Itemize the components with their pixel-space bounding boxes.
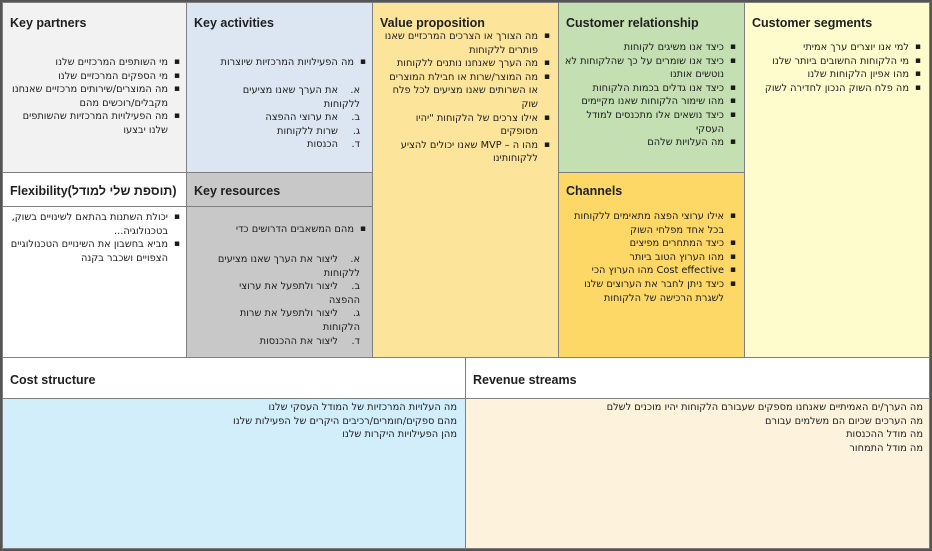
customer-segments-item: מי הלקוחות החשובים ביותר שלנו — [749, 55, 921, 69]
flexibility-title: Flexibility(תוספת שלי למודל) — [10, 184, 177, 198]
key-activities-item: ב. את ערוצי ההפצה — [210, 111, 360, 125]
value-proposition-item: מהו ה – MVP שאנו יכולים להציע ללקוחותינו — [378, 139, 550, 166]
revenue-streams-body: מה הערך/ים האמיתיים שאנחנו מספקים שעבורם… — [466, 398, 929, 548]
cost-structure-title: Cost structure — [10, 373, 96, 387]
flexibility-item: יכולת השתנות בהתאם לשינויים בשוק, בטכנול… — [8, 211, 180, 238]
key-resources-divider — [187, 206, 372, 207]
value-proposition-block: Value proposition מה הצורך או הצרכים המר… — [372, 2, 559, 358]
list-marker: א. — [350, 85, 360, 96]
channels-title: Channels — [566, 184, 623, 198]
list-text: את ערוצי ההפצה — [265, 112, 338, 124]
value-proposition-list: מה הצורך או הצרכים המרכזיים שאנו פותרים … — [378, 30, 550, 166]
customer-relationship-list: כיצד אנו משיגים לקוחותכיצד אנו שומרים על… — [564, 41, 736, 150]
customer-segments-item: למי אנו יוצרים ערך אמיתי — [749, 41, 921, 55]
list-marker: ג. — [352, 125, 360, 137]
cost-structure-line: מה העלויות המרכזיות של המודל העסקי שלנו — [268, 402, 457, 413]
key-activities-block: Key activities מה הפעילויות המרכזיות שיו… — [186, 2, 373, 173]
list-text: ליצור ולתפעל את שרות הלקוחות — [239, 308, 360, 333]
key-resources-item: א.ליצור את הערך שאנו מציעים ללקוחות — [210, 253, 360, 280]
revenue-streams-title: Revenue streams — [473, 373, 577, 387]
list-text: ליצור ולתפעל את ערוצי ההפצה — [239, 281, 360, 306]
list-marker: א. — [350, 254, 360, 265]
customer-segments-item: מה פלח השוק הנכון לחדירה לשוק — [749, 82, 921, 96]
key-resources-block: Key resources מהם המשאבים הדרושים כדי א.… — [186, 172, 373, 358]
revenue-streams-list: מה הערך/ים האמיתיים שאנחנו מספקים שעבורם… — [473, 401, 923, 455]
channels-item: Cost effective מהו הערוץ הכי — [564, 264, 736, 278]
revenue-streams-line: מה הערכים שכיום הם משלמים עבורם — [765, 415, 923, 427]
list-marker: ב. — [351, 281, 360, 293]
customer-segments-list: למי אנו יוצרים ערך אמיתימי הלקוחות החשוב… — [749, 41, 921, 95]
key-partners-item: מה הפעילויות המרכזיות שהשותפים שלנו יבצע… — [8, 110, 180, 137]
flexibility-divider — [3, 206, 186, 207]
revenue-streams-line: מה מודל התמחור — [849, 442, 923, 454]
revenue-streams-line: מה הערך/ים האמיתיים שאנחנו מספקים שעבורם… — [606, 402, 923, 413]
key-activities-item: א.את הערך שאנו מציעים ללקוחות — [210, 84, 360, 111]
value-proposition-item: מה המוצר/שרות או חבילת המוצרים או השרותי… — [378, 71, 550, 112]
cost-structure-body: מה העלויות המרכזיות של המודל העסקי שלנו מ… — [3, 398, 465, 548]
customer-relationship-block: Customer relationship כיצד אנו משיגים לק… — [558, 2, 745, 173]
channels-item: מהו הערוץ הטוב ביותר — [564, 251, 736, 265]
customer-relationship-item: כיצד נושאים אלו מתכנסים למודל העסקי — [564, 109, 736, 136]
channels-block: Channels אילו ערוצי הפצה מתאימים ללקוחות… — [558, 172, 745, 358]
value-proposition-title: Value proposition — [380, 16, 485, 30]
key-activities-title: Key activities — [194, 16, 274, 30]
cost-structure-list: מה העלויות המרכזיות של המודל העסקי שלנו מ… — [17, 401, 457, 442]
list-text: את הערך שאנו מציעים ללקוחות — [242, 85, 360, 110]
customer-relationship-item: כיצד אנו גדלים בכמות הלקוחות — [564, 82, 736, 96]
list-text: שרות ללקוחות — [277, 125, 338, 137]
key-resources-item: ב.ליצור ולתפעל את ערוצי ההפצה — [210, 280, 360, 307]
customer-segments-block: Customer segments למי אנו יוצרים ערך אמי… — [744, 2, 930, 358]
key-partners-title: Key partners — [10, 16, 87, 30]
channels-item: אילו ערוצי הפצה מתאימים ללקוחות בכל אחד … — [564, 210, 736, 237]
key-activities-item: ג. שרות ללקוחות — [210, 125, 360, 139]
cost-structure-line: מהן הפעילויות היקרות שלנו — [342, 429, 457, 441]
key-activities-intro: מה הפעילויות המרכזיות שיוצרות — [192, 56, 366, 70]
customer-relationship-item: כיצד אנו משיגים לקוחות — [564, 41, 736, 55]
flexibility-item: מביא בחשבון את השינויים הטכנולוגיים הצפו… — [8, 238, 180, 265]
customer-relationship-title: Customer relationship — [566, 16, 699, 30]
customer-segments-title: Customer segments — [752, 16, 873, 30]
customer-relationship-item: מה העלויות שלהם — [564, 136, 736, 150]
channels-item: כיצד המתחרים מפיצים — [564, 237, 736, 251]
key-resources-intro: מהם המשאבים הדרושים כדי — [192, 223, 366, 237]
cost-structure-line: מהם ספקים/חומרים/רכיבים היקרים של הפעילו… — [233, 415, 457, 427]
list-marker: ג. — [352, 308, 360, 320]
key-partners-list: מי השותפים המרכזיים שלנומי הספקים המרכזי… — [8, 56, 180, 138]
list-text: ליצור את ההכנסות — [259, 335, 338, 347]
key-activities-item: ד. הכנסות — [210, 138, 360, 152]
cost-structure-block: Cost structure מה העלויות המרכזיות של המ… — [2, 357, 466, 549]
channels-item: כיצד ניתן לחבר את הערוצים שלנו לשגרת הרכ… — [564, 278, 736, 305]
key-resources-intro-list: מהם המשאבים הדרושים כדי — [192, 223, 366, 237]
key-resources-item: ג.ליצור ולתפעל את שרות הלקוחות — [210, 307, 360, 334]
value-proposition-item: מה הצורך או הצרכים המרכזיים שאנו פותרים … — [378, 30, 550, 57]
revenue-streams-block: Revenue streams מה הערך/ים האמיתיים שאנח… — [465, 357, 930, 549]
channels-list: אילו ערוצי הפצה מתאימים ללקוחות בכל אחד … — [564, 210, 736, 305]
list-text: ליצור את הערך שאנו מציעים ללקוחות — [217, 254, 360, 279]
key-activities-intro-list: מה הפעילויות המרכזיות שיוצרות — [192, 56, 366, 70]
flexibility-block: Flexibility(תוספת שלי למודל) יכולת השתנו… — [2, 172, 187, 358]
revenue-streams-line: מה מודל ההכנסות — [846, 429, 923, 441]
list-marker: ב. — [351, 112, 360, 124]
key-partners-item: מי הספקים המרכזיים שלנו — [8, 70, 180, 84]
key-partners-item: מה המוצרים/שירותים מרכזיים שאנחנו מקבלים… — [8, 83, 180, 110]
list-marker: ד. — [351, 139, 360, 151]
key-activities-list: א.את הערך שאנו מציעים ללקוחות ב.את ערוצי … — [210, 84, 360, 152]
key-resources-list: א.ליצור את הערך שאנו מציעים ללקוחות ב.ליצ… — [210, 253, 360, 348]
key-resources-item: ד. ליצור את ההכנסות — [210, 335, 360, 349]
value-proposition-item: מה הערך שאנחנו נותנים ללקוחות — [378, 57, 550, 71]
value-proposition-item: אילו צרכים של הלקוחות "יהיו מסופקים — [378, 112, 550, 139]
customer-relationship-item: כיצד אנו שומרים על כך שהלקוחות לא נוטשים… — [564, 55, 736, 82]
key-resources-title: Key resources — [194, 184, 281, 198]
flexibility-list: יכולת השתנות בהתאם לשינויים בשוק, בטכנול… — [8, 211, 180, 265]
customer-relationship-item: מהו שימור הלקוחות שאנו מקיימים — [564, 95, 736, 109]
customer-segments-item: מהו אפיון הלקוחות שלנו — [749, 68, 921, 82]
list-text: הכנסות — [307, 139, 338, 151]
list-marker: ד. — [351, 335, 360, 347]
key-partners-item: מי השותפים המרכזיים שלנו — [8, 56, 180, 70]
